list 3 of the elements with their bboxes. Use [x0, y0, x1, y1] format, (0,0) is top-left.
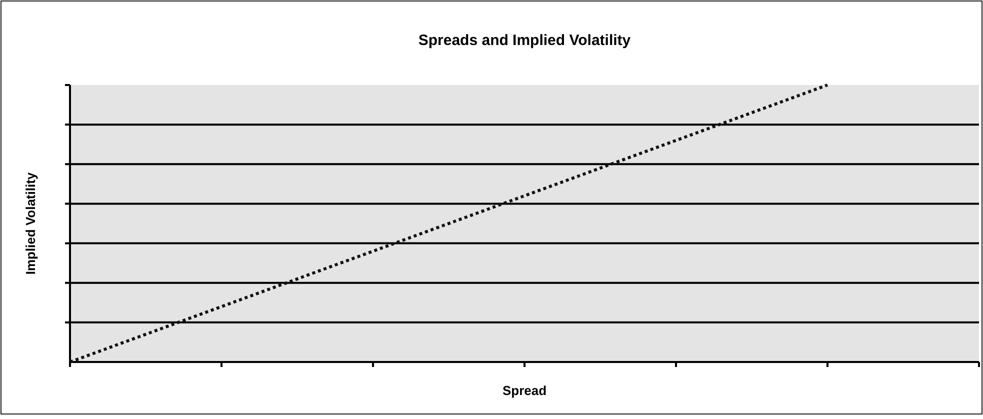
x-axis-title: Spread — [502, 383, 547, 398]
y-axis-title: Implied Volatility — [23, 172, 38, 275]
chart-title: Spreads and Implied Volatility — [418, 32, 632, 49]
